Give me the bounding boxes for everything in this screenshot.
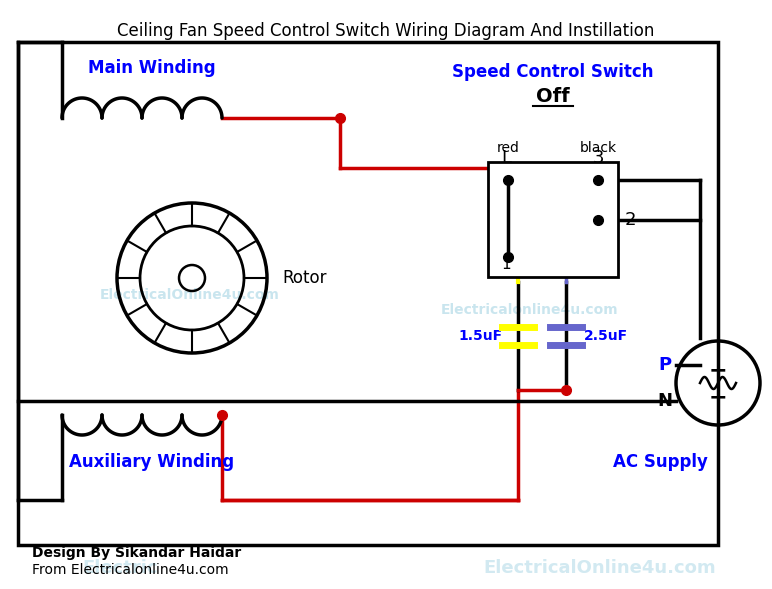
Text: 1.5uF: 1.5uF: [458, 329, 502, 343]
Text: +: +: [709, 361, 727, 381]
Text: Electricalonline4u.com: Electricalonline4u.com: [441, 303, 619, 317]
Text: −: −: [709, 387, 727, 407]
Bar: [488, 162, 618, 277]
Text: From Electricalonline4u.com: From Electricalonline4u.com: [32, 563, 229, 577]
Text: black: black: [580, 141, 617, 155]
Text: 2.5uF: 2.5uF: [584, 329, 628, 343]
Text: Speed Control Switch: Speed Control Switch: [452, 63, 654, 81]
Text: Ceiling Fan Speed Control Switch Wiring Diagram And Instillation: Ceiling Fan Speed Control Switch Wiring …: [117, 22, 655, 40]
Text: Off: Off: [537, 87, 570, 105]
Text: Design By Sikandar Haidar: Design By Sikandar Haidar: [32, 546, 242, 560]
Text: Main Winding: Main Winding: [88, 59, 216, 77]
Text: Rotor: Rotor: [282, 269, 327, 287]
Text: AC Supply: AC Supply: [612, 453, 707, 471]
Text: ElectricalOnline4u.com: ElectricalOnline4u.com: [100, 288, 280, 302]
Text: Electric: Electric: [83, 559, 157, 577]
Text: 3: 3: [592, 149, 604, 167]
Text: Auxiliary Winding: Auxiliary Winding: [69, 453, 235, 471]
Text: 2: 2: [625, 210, 636, 229]
Text: P: P: [659, 356, 672, 374]
Text: ElectricalOnline4u.com: ElectricalOnline4u.com: [484, 559, 716, 577]
Text: N: N: [657, 392, 672, 410]
Bar: [18, 42, 718, 545]
Text: 1: 1: [501, 257, 511, 272]
Text: L: L: [501, 149, 511, 167]
Text: red: red: [496, 141, 520, 155]
